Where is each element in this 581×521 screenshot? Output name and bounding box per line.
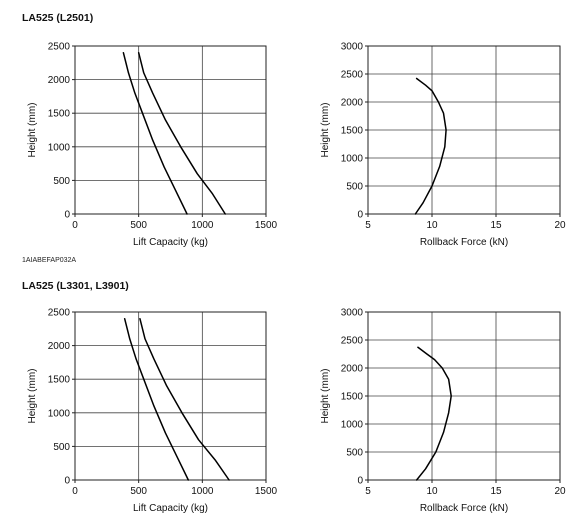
figure-code: 1AIABEFAP032A	[22, 257, 77, 264]
y-tick-label: 1500	[341, 126, 364, 137]
x-tick-label: 15	[490, 486, 502, 497]
y-tick-label: 1000	[341, 154, 364, 165]
x-tick-label: 20	[554, 220, 566, 231]
plot-frame	[74, 311, 267, 481]
y-tick-label: 2000	[341, 364, 364, 375]
x-tick-label: 20	[554, 486, 566, 497]
x-tick-label: 1500	[255, 486, 278, 497]
y-tick-label: 1000	[341, 420, 364, 431]
y-axis-label: Height (mm)	[320, 102, 331, 157]
x-tick-label: 5	[365, 220, 371, 231]
x-tick-label: 0	[72, 486, 78, 497]
chart-0: 0 500 1000 1500 0 500 1000 1500 2000 2500 Lift Cap…	[27, 42, 278, 249]
series-line-0	[122, 51, 188, 215]
y-tick-label: 500	[53, 442, 70, 453]
y-tick-label: 0	[64, 476, 70, 487]
y-tick-label: 500	[346, 448, 363, 459]
y-axis-label: Height (mm)	[27, 102, 38, 157]
y-axis-label: Height (mm)	[320, 368, 331, 423]
y-tick-label: 1000	[48, 408, 71, 419]
y-tick-label: 2000	[341, 98, 364, 109]
x-axis-label: Rollback Force (kN)	[420, 503, 508, 514]
x-axis-label: Rollback Force (kN)	[420, 237, 508, 248]
y-tick-label: 500	[346, 182, 363, 193]
series-line-1	[137, 51, 226, 215]
plot-frame	[74, 45, 267, 215]
x-tick-label: 1000	[191, 220, 214, 231]
y-tick-label: 1000	[48, 142, 71, 153]
series-line-0	[123, 317, 190, 481]
y-axis-label: Height (mm)	[27, 368, 38, 423]
y-tick-label: 2500	[48, 42, 71, 53]
section-title-l2501: LA525 (L2501)	[22, 12, 94, 24]
y-tick-label: 0	[357, 476, 363, 487]
y-tick-label: 2000	[48, 75, 71, 86]
y-tick-label: 0	[64, 210, 70, 221]
x-tick-label: 1000	[191, 486, 214, 497]
y-tick-label: 0	[357, 210, 363, 221]
x-tick-label: 0	[72, 220, 78, 231]
y-tick-label: 2500	[341, 336, 364, 347]
section-title-l3301-l3901: LA525 (L3301, L3901)	[22, 280, 129, 292]
y-tick-label: 2500	[341, 70, 364, 81]
x-tick-label: 10	[426, 220, 438, 231]
y-tick-label: 3000	[341, 42, 364, 53]
x-axis-label: Lift Capacity (kg)	[133, 503, 208, 514]
x-axis-label: Lift Capacity (kg)	[133, 237, 208, 248]
x-tick-label: 1500	[255, 220, 278, 231]
x-tick-label: 500	[130, 486, 147, 497]
y-tick-label: 3000	[341, 308, 364, 319]
series-line-1	[139, 317, 230, 481]
x-tick-label: 5	[365, 486, 371, 497]
x-tick-label: 10	[426, 486, 438, 497]
y-tick-label: 1500	[48, 375, 71, 386]
chart-2: 0 500 1000 1500 0 500 1000 1500 2000 2500 Lift Cap…	[27, 308, 278, 515]
series-line-0	[415, 346, 452, 481]
y-tick-label: 2500	[48, 308, 71, 319]
y-tick-label: 1500	[341, 392, 364, 403]
y-tick-label: 500	[53, 176, 70, 187]
chart-3: 5 10 15 20 0 500 1000 1500 2000 2500 3000 Rollback …	[320, 308, 566, 515]
x-tick-label: 15	[490, 220, 502, 231]
chart-1: 5 10 15 20 0 500 1000 1500 2000 2500 3000 Rollback …	[320, 42, 566, 249]
y-tick-label: 1500	[48, 109, 71, 120]
series-line-0	[414, 77, 447, 215]
x-tick-label: 500	[130, 220, 147, 231]
y-tick-label: 2000	[48, 341, 71, 352]
